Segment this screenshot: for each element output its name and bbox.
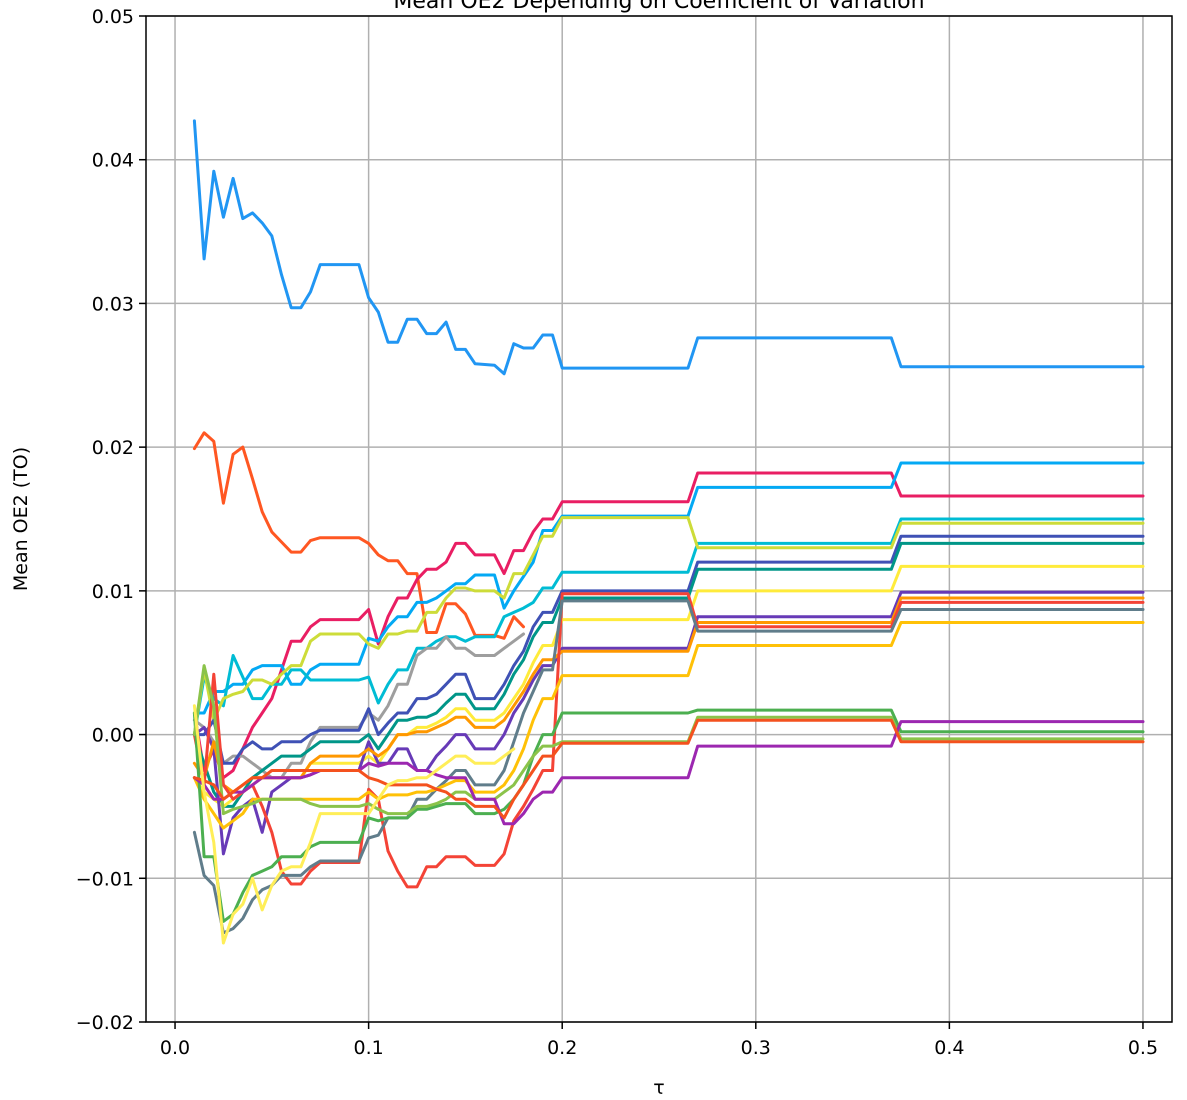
y-tick-label: 0.01 — [92, 581, 134, 603]
x-tick-label: 0.5 — [1128, 1037, 1158, 1059]
chart-title: Mean OE2 Depending on Coefficient of Var… — [393, 0, 924, 14]
x-axis: 0.0 0.1 0.2 0.3 0.4 0.5 — [160, 1022, 1158, 1059]
x-tick-label: 0.1 — [354, 1037, 384, 1059]
series-line-11 — [192, 590, 1145, 856]
series-line-4 — [192, 461, 1145, 715]
y-tick-label: 0.04 — [92, 150, 134, 172]
y-tick-label: 0.05 — [92, 6, 134, 28]
series-line-1 — [192, 119, 1145, 376]
series-line-9 — [192, 541, 1145, 808]
x-axis-label: τ — [653, 1077, 664, 1099]
y-axis: −0.02 −0.01 0.00 0.01 0.02 0.03 0.04 0.05 — [76, 6, 146, 1034]
y-tick-label: 0.02 — [92, 437, 134, 459]
series-line-3 — [192, 471, 1145, 780]
y-axis-label: Mean OE2 (TO) — [10, 447, 32, 591]
series-line-13 — [192, 592, 1145, 889]
y-tick-label: −0.01 — [76, 868, 134, 890]
series-group — [192, 119, 1145, 945]
series-line-8 — [192, 534, 1145, 765]
series-line-2 — [192, 431, 525, 640]
series-line-5 — [192, 517, 1145, 737]
series-line-18 — [192, 720, 1145, 826]
series-line-15 — [192, 621, 1145, 830]
y-tick-label: 0.03 — [92, 293, 134, 315]
x-tick-label: 0.0 — [160, 1037, 190, 1059]
y-tick-label: 0.00 — [92, 725, 134, 747]
x-tick-label: 0.2 — [547, 1037, 577, 1059]
series-line-19 — [192, 718, 1145, 820]
series-line-6 — [192, 516, 1145, 737]
x-tick-label: 0.3 — [741, 1037, 771, 1059]
series-line-17 — [192, 664, 1145, 816]
series-line-16 — [192, 708, 1145, 923]
plot-frame — [145, 15, 1173, 1023]
y-tick-label: −0.02 — [76, 1012, 134, 1034]
series-line-20 — [192, 704, 516, 945]
x-tick-label: 0.4 — [934, 1037, 964, 1059]
series-line-7 — [192, 632, 525, 780]
